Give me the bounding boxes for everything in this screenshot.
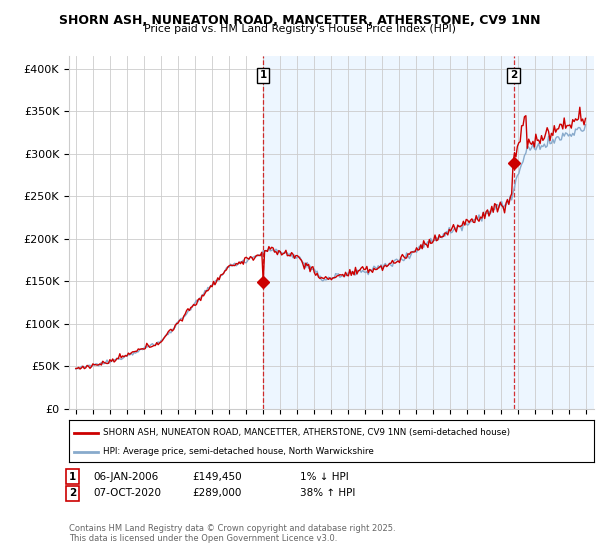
Text: 38% ↑ HPI: 38% ↑ HPI — [300, 488, 355, 498]
Text: HPI: Average price, semi-detached house, North Warwickshire: HPI: Average price, semi-detached house,… — [103, 447, 374, 456]
Text: 07-OCT-2020: 07-OCT-2020 — [93, 488, 161, 498]
Text: 1: 1 — [259, 70, 266, 80]
Text: 2: 2 — [69, 488, 76, 498]
Text: SHORN ASH, NUNEATON ROAD, MANCETTER, ATHERSTONE, CV9 1NN: SHORN ASH, NUNEATON ROAD, MANCETTER, ATH… — [59, 14, 541, 27]
Text: £149,450: £149,450 — [192, 472, 242, 482]
Text: 1: 1 — [69, 472, 76, 482]
Text: SHORN ASH, NUNEATON ROAD, MANCETTER, ATHERSTONE, CV9 1NN (semi-detached house): SHORN ASH, NUNEATON ROAD, MANCETTER, ATH… — [103, 428, 510, 437]
Text: 2: 2 — [510, 70, 517, 80]
Text: 06-JAN-2006: 06-JAN-2006 — [93, 472, 158, 482]
Text: Contains HM Land Registry data © Crown copyright and database right 2025.
This d: Contains HM Land Registry data © Crown c… — [69, 524, 395, 543]
Text: Price paid vs. HM Land Registry's House Price Index (HPI): Price paid vs. HM Land Registry's House … — [144, 24, 456, 34]
Text: 1% ↓ HPI: 1% ↓ HPI — [300, 472, 349, 482]
Text: £289,000: £289,000 — [192, 488, 241, 498]
Bar — [263, 56, 594, 409]
